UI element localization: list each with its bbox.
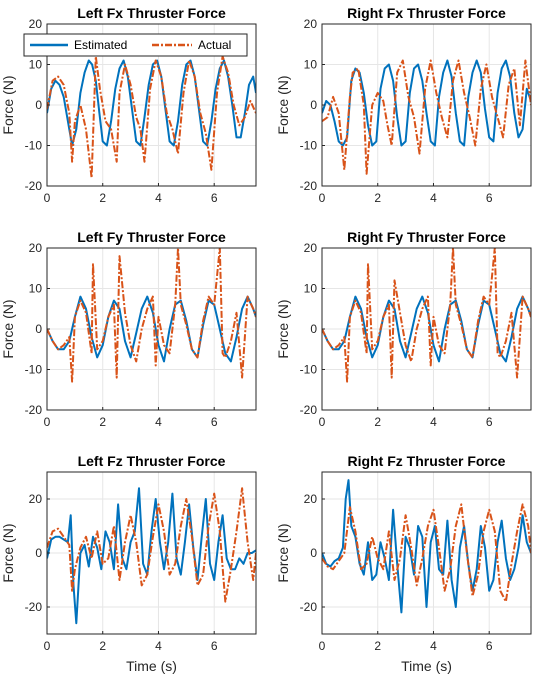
- y-tick-label: 0: [310, 322, 317, 336]
- y-tick-label: -20: [300, 179, 318, 193]
- x-tick-label: 4: [155, 191, 162, 205]
- y-tick-label: 0: [310, 546, 317, 560]
- series-line-actual: [322, 248, 531, 383]
- y-tick-label: -20: [25, 179, 43, 193]
- legend: Estimated Actual: [23, 33, 248, 57]
- series-line-estimated: [47, 487, 256, 625]
- y-tick-label: 10: [29, 58, 43, 72]
- chart-right-fy: 0 2 4 6 -20 -10 0 10 20 Right Fy Thruster Force Fo…: [275, 229, 532, 429]
- y-tick-label: -20: [25, 600, 43, 614]
- y-tick-label: -10: [300, 363, 318, 377]
- legend-label-estimated: Estimated: [74, 38, 127, 52]
- series-line-estimated: [322, 295, 531, 363]
- y-tick-label: 0: [35, 546, 42, 560]
- y-axis-label: Force (N): [275, 299, 291, 358]
- chart-right-fz: 0 2 4 6 -20 0 20 Right Fz Thruster Force Force (…: [275, 453, 532, 674]
- x-tick-label: 6: [486, 639, 493, 653]
- y-tick-label: -20: [25, 403, 43, 417]
- x-tick-label: 2: [374, 639, 381, 653]
- y-tick-label: 0: [35, 98, 42, 112]
- x-tick-label: 6: [211, 415, 218, 429]
- y-tick-label: -10: [25, 139, 43, 153]
- chart-title: Right Fz Thruster Force: [348, 453, 506, 469]
- y-tick-label: 10: [29, 282, 43, 296]
- series-line-actual: [322, 59, 531, 175]
- series-line-actual: [47, 248, 256, 383]
- y-tick-label: 20: [304, 17, 318, 31]
- y-tick-label: -20: [300, 403, 318, 417]
- y-tick-label: 20: [304, 241, 318, 255]
- y-axis-label: Force (N): [0, 75, 16, 134]
- legend-label-actual: Actual: [198, 38, 231, 52]
- x-tick-label: 0: [319, 191, 326, 205]
- x-tick-label: 4: [430, 639, 437, 653]
- legend-box: [23, 33, 248, 57]
- y-axis-label: Force (N): [0, 299, 16, 358]
- chart-right-fx: 0 2 4 6 -20 -10 0 10 20 Right Fx Thruster Force Fo…: [275, 5, 532, 205]
- chart-title: Left Fx Thruster Force: [77, 5, 226, 21]
- x-tick-label: 0: [319, 639, 326, 653]
- y-tick-label: -10: [300, 139, 318, 153]
- series-line-actual: [47, 487, 256, 603]
- x-tick-label: 4: [155, 415, 162, 429]
- chart-left-fy: 0 2 4 6 -20 -10 0 10 20 Left Fy Thruster Force For…: [0, 229, 257, 429]
- x-tick-label: 4: [430, 191, 437, 205]
- y-axis-label: Force (N): [275, 75, 291, 134]
- x-tick-label: 6: [211, 191, 218, 205]
- y-tick-label: 20: [29, 241, 43, 255]
- series-line-actual: [322, 503, 531, 603]
- chart-title: Right Fx Thruster Force: [347, 5, 506, 21]
- chart-title: Right Fy Thruster Force: [347, 229, 506, 245]
- series-line-estimated: [322, 479, 531, 614]
- chart-title: Left Fz Thruster Force: [78, 453, 226, 469]
- y-tick-label: -20: [300, 600, 318, 614]
- x-tick-label: 2: [374, 191, 381, 205]
- y-axis-label: Force (N): [0, 523, 16, 582]
- x-tick-label: 0: [44, 639, 51, 653]
- chart-title: Left Fy Thruster Force: [77, 229, 226, 245]
- x-tick-label: 2: [99, 639, 106, 653]
- x-tick-label: 4: [155, 639, 162, 653]
- y-tick-label: 0: [35, 322, 42, 336]
- chart-left-fz: 0 2 4 6 -20 0 20 Left Fz Thruster Force Force (N…: [0, 453, 257, 674]
- y-tick-label: 20: [29, 17, 43, 31]
- x-tick-label: 2: [99, 191, 106, 205]
- x-tick-label: 4: [430, 415, 437, 429]
- y-tick-label: 20: [304, 492, 318, 506]
- x-tick-label: 2: [374, 415, 381, 429]
- y-tick-label: 0: [310, 98, 317, 112]
- series-line-actual: [47, 55, 256, 179]
- y-tick-label: 10: [304, 282, 318, 296]
- x-tick-label: 6: [211, 639, 218, 653]
- series-line-estimated: [47, 59, 256, 147]
- y-axis-label: Force (N): [275, 523, 291, 582]
- x-tick-label: 0: [44, 415, 51, 429]
- x-tick-label: 6: [486, 415, 493, 429]
- y-tick-label: -10: [25, 363, 43, 377]
- x-tick-label: 6: [486, 191, 493, 205]
- x-axis-label: Time (s): [126, 658, 177, 674]
- x-tick-label: 2: [99, 415, 106, 429]
- x-axis-label: Time (s): [401, 658, 452, 674]
- x-tick-label: 0: [44, 191, 51, 205]
- y-tick-label: 10: [304, 58, 318, 72]
- y-tick-label: 20: [29, 492, 43, 506]
- x-tick-label: 0: [319, 415, 326, 429]
